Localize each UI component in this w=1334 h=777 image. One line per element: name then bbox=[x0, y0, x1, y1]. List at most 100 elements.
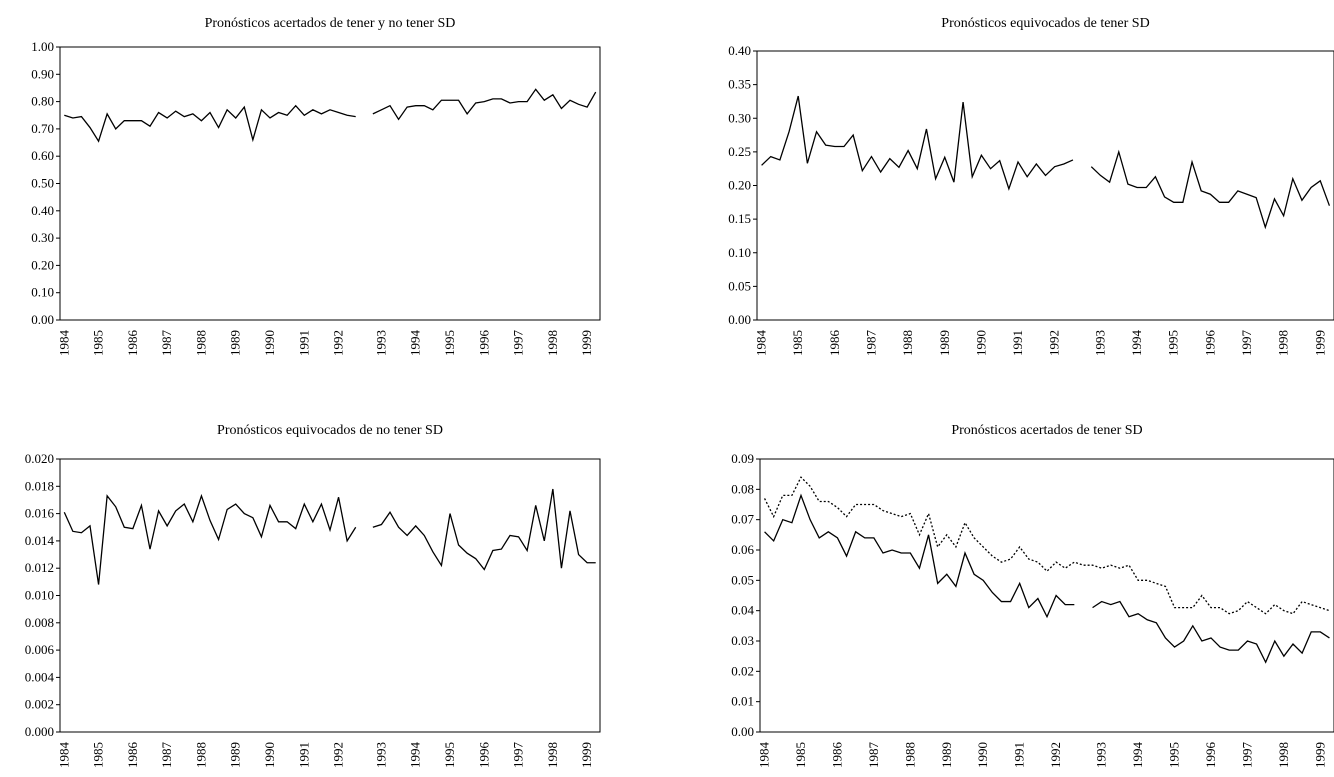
plot-frame bbox=[759, 458, 1334, 733]
x-tick-label: 1995 bbox=[442, 742, 457, 768]
y-tick-label: 0.08 bbox=[731, 481, 754, 496]
y-tick-label: 0.35 bbox=[728, 77, 751, 92]
y-tick-label: 0.018 bbox=[25, 478, 54, 493]
y-tick-label: 0.010 bbox=[25, 588, 54, 603]
y-tick-label: 0.01 bbox=[731, 694, 754, 709]
x-tick-label: 1996 bbox=[476, 742, 491, 769]
x-tick-label: 1998 bbox=[545, 742, 560, 768]
x-tick-label: 1992 bbox=[331, 330, 346, 356]
chart-title: Pronósticos equivocados de no tener SD bbox=[217, 423, 443, 438]
y-tick-label: 0.60 bbox=[31, 148, 54, 163]
x-tick-label: 1994 bbox=[408, 742, 423, 769]
x-tick-label: 1984 bbox=[56, 330, 71, 357]
x-tick-label: 1988 bbox=[900, 330, 915, 356]
x-tick-label: 1990 bbox=[973, 330, 988, 356]
x-tick-label: 1995 bbox=[442, 330, 457, 356]
x-tick-label: 1999 bbox=[1312, 742, 1327, 768]
y-tick-label: 0.03 bbox=[731, 633, 754, 648]
series-line bbox=[763, 476, 1330, 615]
y-tick-label: 0.00 bbox=[31, 312, 54, 327]
x-tick-label: 1991 bbox=[296, 330, 311, 356]
chart-title: Pronósticos equivocados de tener SD bbox=[941, 16, 1149, 31]
y-tick-label: 0.016 bbox=[25, 506, 55, 521]
x-tick-label: 1986 bbox=[125, 742, 140, 769]
x-tick-label: 1995 bbox=[1166, 330, 1181, 356]
y-tick-label: 0.20 bbox=[728, 178, 751, 193]
y-tick-label: 0.012 bbox=[25, 560, 54, 575]
y-tick-label: 0.000 bbox=[25, 724, 54, 739]
x-tick-label: 1998 bbox=[545, 330, 560, 356]
chart-title: Pronósticos acertados de tener y no tene… bbox=[205, 16, 456, 31]
x-tick-label: 1993 bbox=[373, 742, 388, 768]
x-tick-label: 1990 bbox=[975, 742, 990, 768]
y-tick-label: 0.00 bbox=[728, 312, 751, 327]
x-tick-label: 1989 bbox=[228, 330, 243, 356]
x-tick-label: 1987 bbox=[866, 742, 881, 769]
y-tick-label: 0.40 bbox=[728, 43, 751, 58]
x-tick-label: 1988 bbox=[193, 330, 208, 356]
x-tick-label: 1986 bbox=[827, 330, 842, 357]
y-tick-label: 0.07 bbox=[731, 512, 754, 527]
y-tick-label: 0.50 bbox=[31, 176, 54, 191]
y-tick-label: 0.04 bbox=[731, 603, 754, 618]
x-tick-label: 1996 bbox=[476, 330, 491, 357]
x-tick-label: 1993 bbox=[373, 330, 388, 356]
x-tick-label: 1997 bbox=[511, 330, 526, 357]
y-tick-label: 0.06 bbox=[731, 542, 754, 557]
plot-frame bbox=[59, 458, 601, 733]
y-tick-label: 0.90 bbox=[31, 66, 54, 81]
x-tick-label: 1999 bbox=[579, 330, 594, 356]
x-tick-label: 1991 bbox=[296, 742, 311, 768]
x-tick-label: 1995 bbox=[1167, 742, 1182, 768]
y-tick-label: 0.70 bbox=[31, 121, 54, 136]
x-tick-label: 1992 bbox=[1048, 742, 1063, 768]
x-tick-label: 1985 bbox=[91, 330, 106, 356]
x-tick-label: 1989 bbox=[937, 330, 952, 356]
x-tick-label: 1994 bbox=[408, 330, 423, 357]
y-tick-label: 0.020 bbox=[25, 451, 54, 466]
x-tick-label: 1999 bbox=[1312, 330, 1327, 356]
y-tick-label: 0.30 bbox=[728, 110, 751, 125]
y-tick-label: 0.15 bbox=[728, 211, 751, 226]
y-tick-label: 0.80 bbox=[31, 94, 54, 109]
y-tick-label: 0.20 bbox=[31, 257, 54, 272]
x-tick-label: 1984 bbox=[56, 742, 71, 769]
x-tick-label: 1993 bbox=[1092, 330, 1107, 356]
y-tick-label: 0.10 bbox=[728, 245, 751, 260]
x-tick-label: 1994 bbox=[1130, 742, 1145, 769]
x-tick-label: 1993 bbox=[1094, 742, 1109, 768]
x-tick-label: 1984 bbox=[754, 330, 769, 357]
x-tick-label: 1996 bbox=[1202, 330, 1217, 357]
x-tick-label: 1985 bbox=[91, 742, 106, 768]
x-tick-label: 1997 bbox=[1239, 742, 1254, 769]
y-tick-label: 1.00 bbox=[31, 39, 54, 54]
y-tick-label: 0.10 bbox=[31, 285, 54, 300]
y-tick-label: 0.25 bbox=[728, 144, 751, 159]
plot-frame bbox=[756, 50, 1334, 321]
x-tick-label: 1999 bbox=[579, 742, 594, 768]
x-tick-label: 1989 bbox=[228, 742, 243, 768]
x-tick-label: 1990 bbox=[262, 742, 277, 768]
y-tick-label: 0.004 bbox=[25, 669, 55, 684]
x-tick-label: 1990 bbox=[262, 330, 277, 356]
x-tick-label: 1996 bbox=[1203, 742, 1218, 769]
x-tick-label: 1986 bbox=[829, 742, 844, 769]
series-line bbox=[63, 488, 596, 585]
x-tick-label: 1985 bbox=[793, 742, 808, 768]
x-tick-label: 1997 bbox=[511, 742, 526, 769]
x-tick-label: 1991 bbox=[1012, 742, 1027, 768]
y-tick-label: 0.008 bbox=[25, 615, 54, 630]
x-tick-label: 1988 bbox=[193, 742, 208, 768]
chart-title: Pronósticos acertados de tener SD bbox=[951, 423, 1142, 438]
y-tick-label: 0.30 bbox=[31, 230, 54, 245]
y-tick-label: 0.05 bbox=[731, 572, 754, 587]
x-tick-label: 1989 bbox=[939, 742, 954, 768]
y-tick-label: 0.09 bbox=[731, 451, 754, 466]
x-tick-label: 1998 bbox=[1276, 330, 1291, 356]
x-tick-label: 1987 bbox=[159, 742, 174, 769]
y-tick-label: 0.002 bbox=[25, 697, 54, 712]
y-tick-label: 0.014 bbox=[25, 533, 55, 548]
y-tick-label: 0.006 bbox=[25, 642, 55, 657]
x-tick-label: 1998 bbox=[1276, 742, 1291, 768]
